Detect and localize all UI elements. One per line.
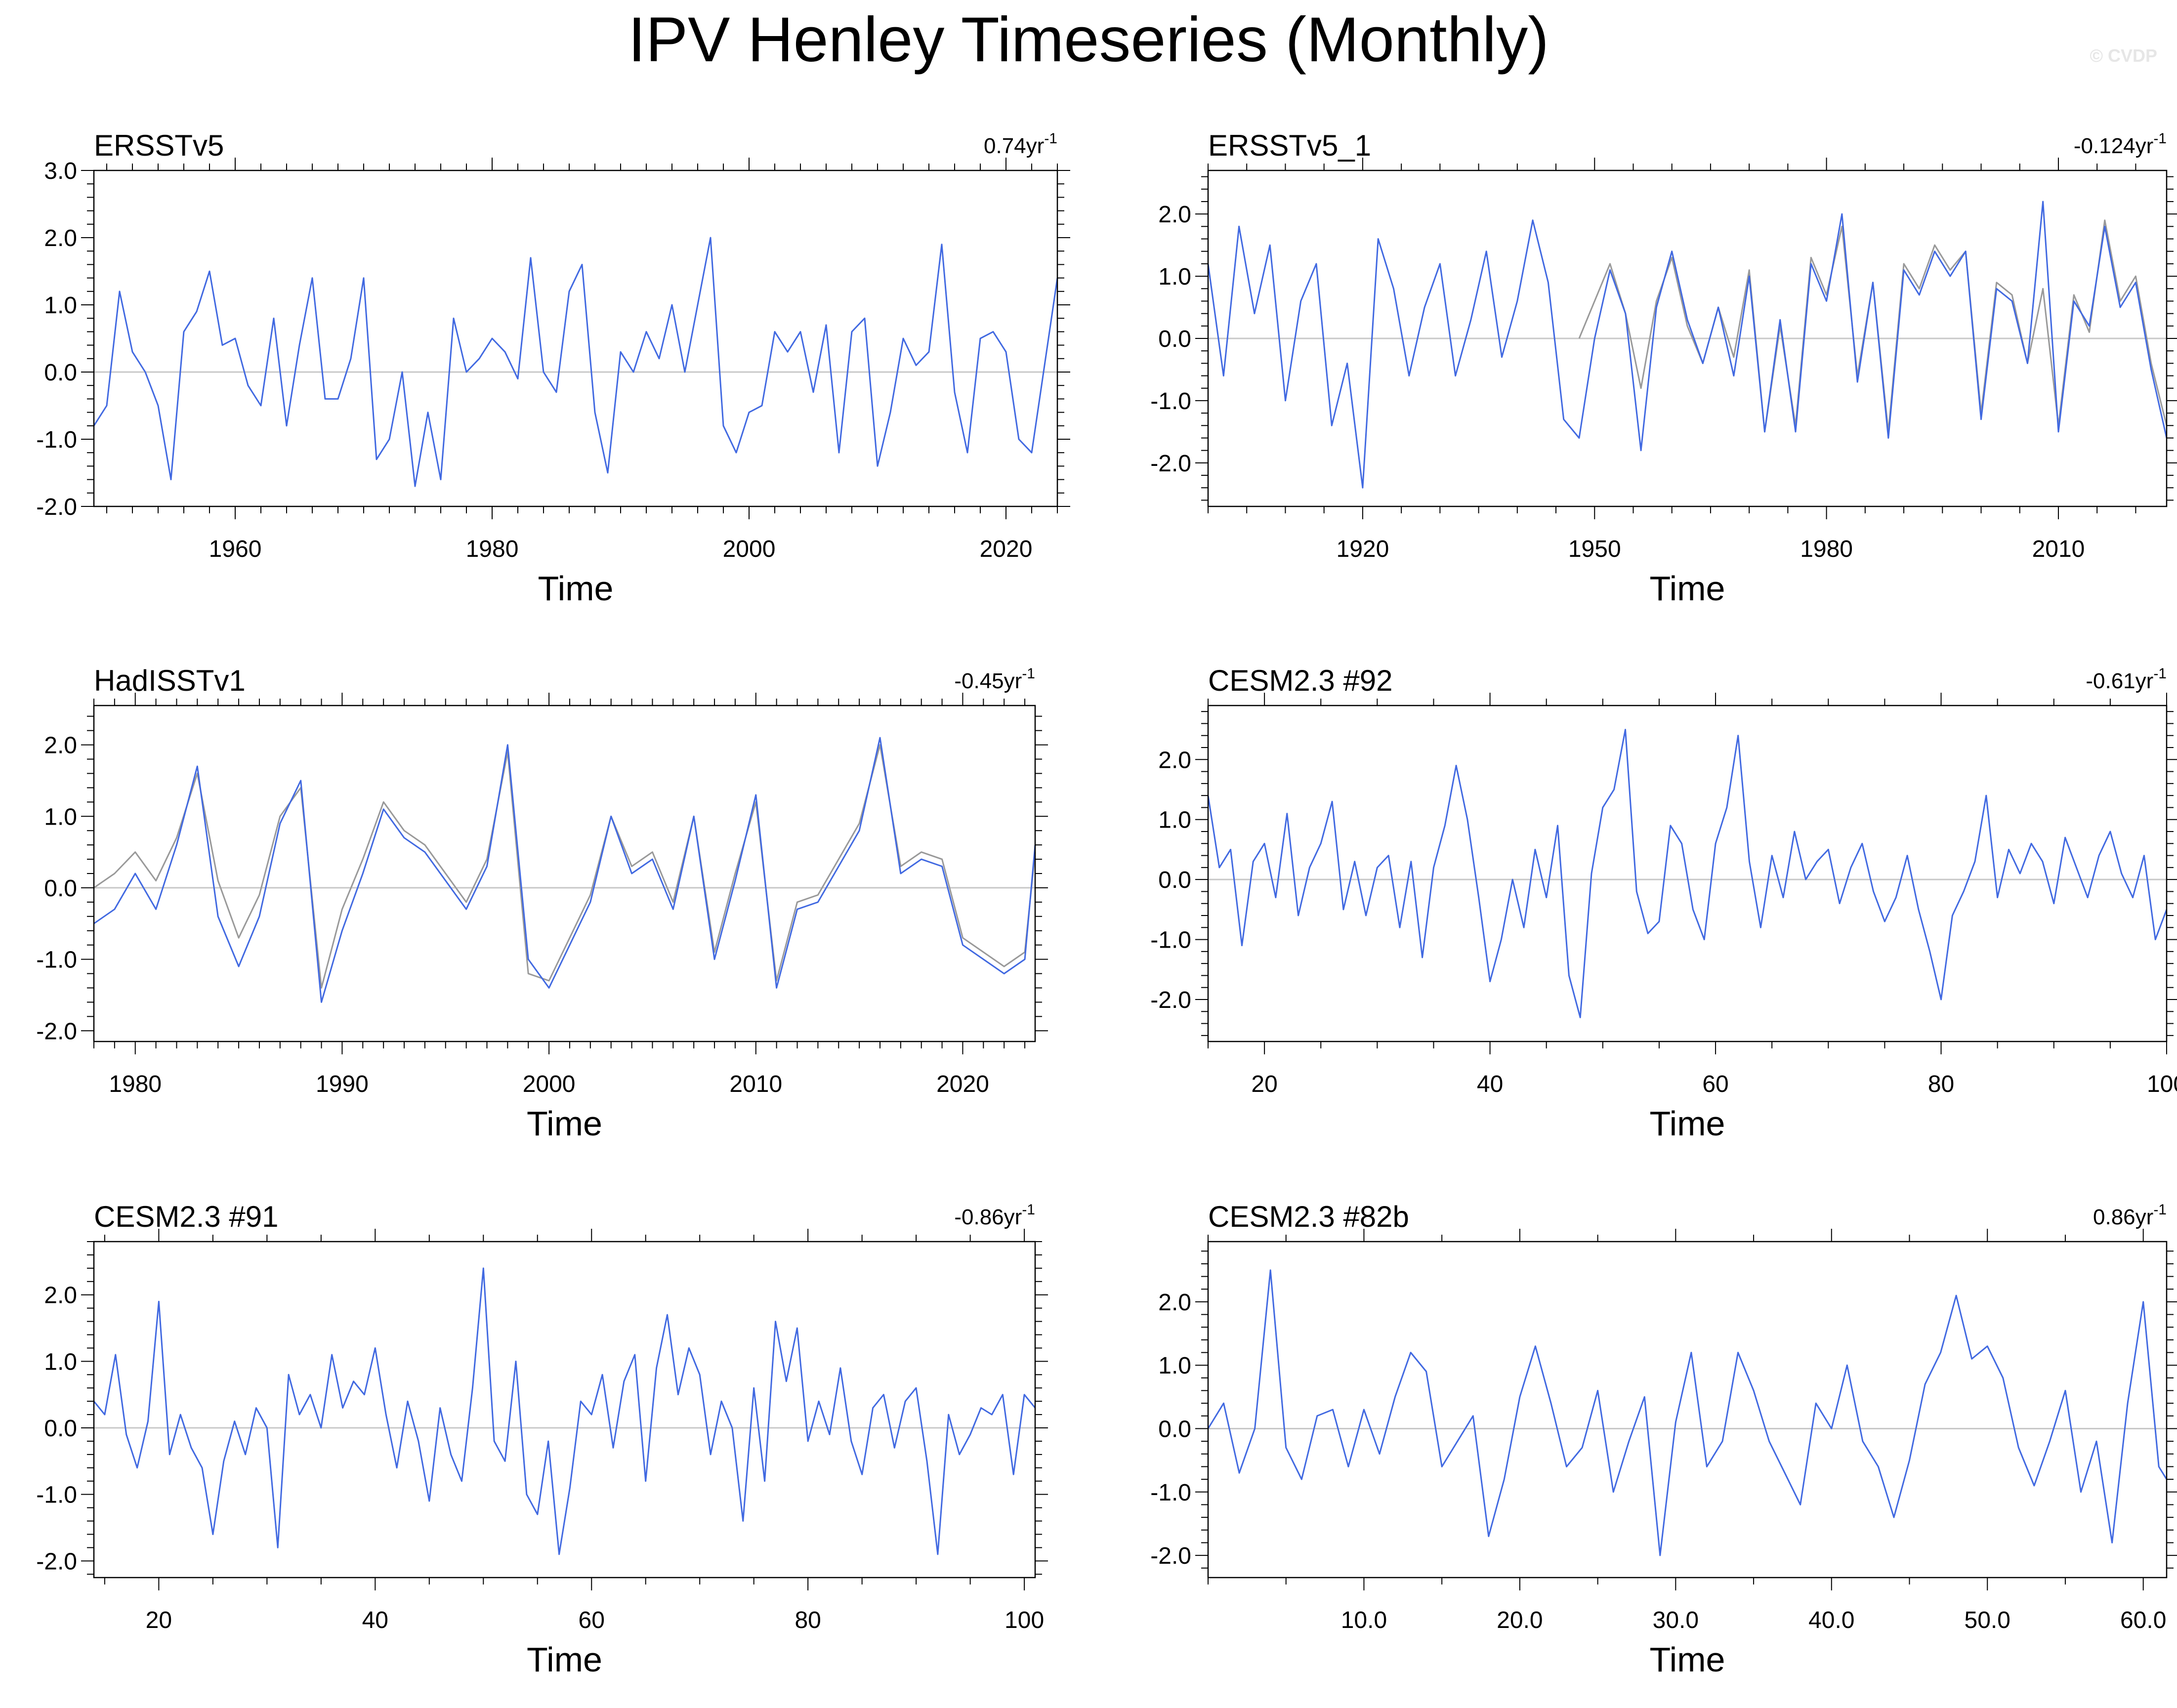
x-tick-label: 100	[2147, 1071, 2177, 1097]
y-tick-label: 2.0	[1158, 747, 1191, 773]
x-tick-label: 80	[795, 1607, 821, 1633]
chart-panel-cesm2-3-92: -2.0 -1.0 0.0 1.0 2.0 20 40 60 80 100 Time CESM2.3 …	[1150, 664, 2177, 1143]
series-line-0	[1578, 219, 2168, 433]
plot-frame	[93, 169, 1058, 507]
chart-panel-ersstv5-1: -2.0 -1.0 0.0 1.0 2.0 1920 1950 1980 2010 Time ERS…	[1150, 129, 2177, 608]
panel-title: CESM2.3 #92	[1208, 664, 1393, 697]
plot-frame	[93, 705, 1036, 1042]
panel-title: ERSSTv5	[94, 129, 224, 162]
y-tick-label: -2.0	[1150, 1543, 1191, 1569]
chart-panel-cesm2-3-82b: -2.0 -1.0 0.0 1.0 2.0 10.0 20.0 30.0 40.0 50.0 60.…	[1150, 1200, 2177, 1679]
series-line-1	[93, 737, 1036, 1003]
y-tick-label: 2.0	[44, 733, 77, 759]
y-tick-label: 2.0	[44, 1283, 77, 1309]
trend-label: -0.124yr-1	[2074, 130, 2167, 158]
x-tick-label: 50.0	[1965, 1607, 2010, 1633]
y-tick-label: 1.0	[1158, 264, 1191, 290]
trend-label: -0.45yr-1	[954, 666, 1035, 693]
x-tick-label: 20	[1251, 1071, 1277, 1097]
y-tick-label: -1.0	[36, 947, 77, 973]
x-tick-label: 60.0	[2120, 1607, 2166, 1633]
series-line-0	[93, 1267, 1036, 1555]
y-tick-label: 2.0	[44, 225, 77, 251]
y-tick-label: 0.0	[44, 875, 77, 902]
credit-watermark: © CVDP	[2090, 45, 2157, 66]
y-tick-label: 1.0	[1158, 807, 1191, 833]
y-tick-label: -2.0	[36, 1018, 77, 1044]
y-tick-label: 3.0	[44, 158, 77, 184]
panel-title: CESM2.3 #82b	[1208, 1200, 1409, 1233]
x-tick-label: 1990	[316, 1071, 369, 1097]
x-tick-label: 60	[579, 1607, 605, 1633]
y-tick-label: -1.0	[1150, 1480, 1191, 1506]
panel-title: CESM2.3 #91	[94, 1200, 279, 1233]
series-line-1	[1207, 201, 2168, 489]
x-tick-label: 2000	[523, 1071, 576, 1097]
plot-frame	[1207, 1241, 2168, 1579]
x-tick-label: 20.0	[1497, 1607, 1543, 1633]
x-tick-label: 10.0	[1341, 1607, 1387, 1633]
y-tick-label: -1.0	[1150, 388, 1191, 415]
y-tick-label: -2.0	[36, 494, 77, 520]
panel-title: ERSSTv5_1	[1208, 129, 1371, 162]
trend-label: -0.86yr-1	[954, 1202, 1035, 1229]
series-line-0	[93, 744, 1036, 989]
trend-label: 0.74yr-1	[984, 130, 1057, 158]
x-tick-label: 2000	[723, 536, 776, 562]
x-tick-label: 40	[362, 1607, 388, 1633]
y-tick-label: -2.0	[1150, 987, 1191, 1013]
x-axis-label: Time	[538, 569, 614, 608]
x-tick-label: 2020	[980, 536, 1033, 562]
x-tick-label: 1960	[209, 536, 262, 562]
y-tick-label: -1.0	[36, 427, 77, 453]
x-tick-label: 60	[1702, 1071, 1728, 1097]
page-title: IPV Henley Timeseries (Monthly)	[628, 4, 1549, 75]
y-tick-label: 1.0	[44, 292, 77, 319]
series-line-0	[93, 237, 1058, 487]
x-tick-label: 1920	[1337, 536, 1389, 562]
y-tick-label: 1.0	[44, 804, 77, 830]
x-tick-label: 80	[1928, 1071, 1954, 1097]
x-axis-label: Time	[1650, 1104, 1725, 1143]
series-line-0	[1207, 729, 2168, 1018]
x-tick-label: 2020	[936, 1071, 989, 1097]
x-tick-label: 1950	[1568, 536, 1621, 562]
x-tick-label: 30.0	[1653, 1607, 1699, 1633]
y-tick-label: -1.0	[1150, 927, 1191, 954]
y-tick-label: 0.0	[44, 360, 77, 386]
x-tick-label: 1980	[1800, 536, 1853, 562]
x-axis-label: Time	[527, 1640, 602, 1679]
x-tick-label: 2010	[729, 1071, 782, 1097]
x-axis-label: Time	[527, 1104, 602, 1143]
y-tick-label: 1.0	[1158, 1353, 1191, 1379]
y-tick-label: -2.0	[36, 1548, 77, 1575]
y-tick-label: 0.0	[1158, 867, 1191, 893]
y-tick-label: 0.0	[1158, 326, 1191, 352]
x-tick-label: 1980	[466, 536, 519, 562]
y-tick-label: -1.0	[36, 1482, 77, 1508]
y-tick-label: -2.0	[1150, 451, 1191, 477]
x-tick-label: 40.0	[1808, 1607, 1854, 1633]
trend-label: 0.86yr-1	[2093, 1202, 2167, 1229]
x-tick-label: 20	[146, 1607, 172, 1633]
chart-panel-hadisstv1: -2.0 -1.0 0.0 1.0 2.0 1980 1990 2000 2010 2020 Tim…	[36, 664, 1048, 1143]
y-tick-label: 0.0	[1158, 1416, 1191, 1442]
trend-label: -0.61yr-1	[2086, 666, 2167, 693]
x-tick-label: 1980	[109, 1071, 162, 1097]
x-axis-label: Time	[1650, 569, 1725, 608]
plot-frame	[1207, 705, 2168, 1042]
y-tick-label: 2.0	[1158, 202, 1191, 228]
chart-panel-ersstv5: -2.0 -1.0 0.0 1.0 2.0 3.0 1960 1980 2000 2020 Time…	[36, 129, 1070, 608]
panel-title: HadISSTv1	[94, 664, 246, 697]
series-line-0	[1207, 1269, 2168, 1556]
x-tick-label: 2010	[2032, 536, 2085, 562]
chart-panel-cesm2-3-91: -2.0 -1.0 0.0 1.0 2.0 20 40 60 80 100 Time CESM2.3 …	[36, 1200, 1048, 1679]
x-axis-label: Time	[1650, 1640, 1725, 1679]
plot-frame	[93, 1241, 1036, 1579]
y-tick-label: 1.0	[44, 1349, 77, 1375]
x-tick-label: 100	[1005, 1607, 1044, 1633]
y-tick-label: 0.0	[44, 1416, 77, 1442]
x-tick-label: 40	[1477, 1071, 1503, 1097]
y-tick-label: 2.0	[1158, 1290, 1191, 1316]
